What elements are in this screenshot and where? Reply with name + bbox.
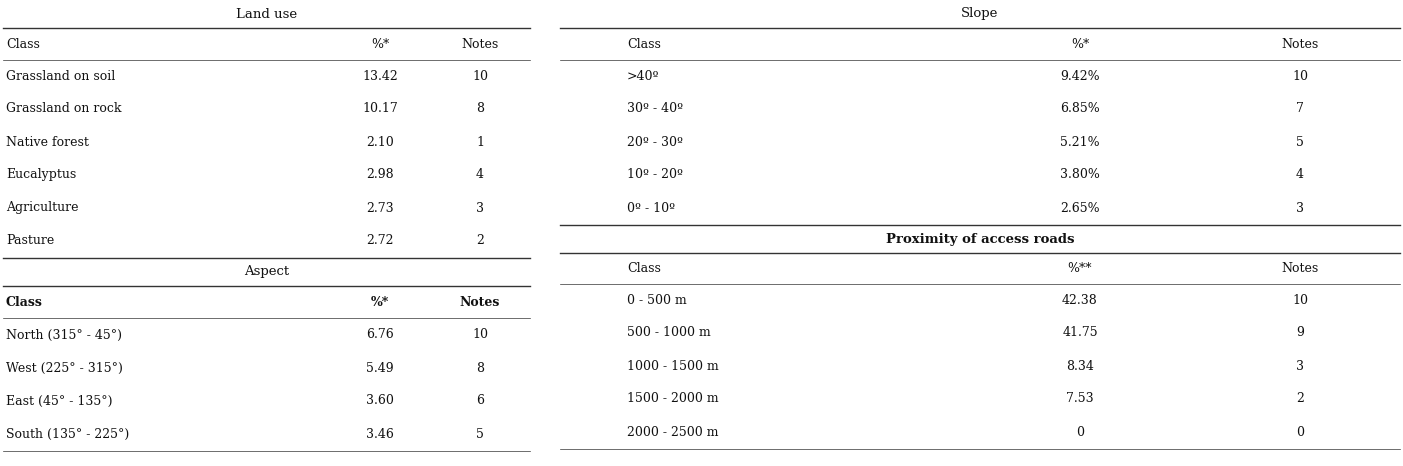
Text: 3: 3 [1296, 359, 1303, 372]
Text: 9: 9 [1296, 327, 1303, 340]
Text: 42.38: 42.38 [1062, 294, 1099, 307]
Text: 7: 7 [1296, 103, 1303, 116]
Text: 2.72: 2.72 [366, 234, 394, 247]
Text: 20º - 30º: 20º - 30º [627, 136, 683, 149]
Text: 3: 3 [1296, 201, 1303, 214]
Text: South (135° - 225°): South (135° - 225°) [6, 427, 129, 440]
Text: Notes: Notes [460, 295, 501, 308]
Text: Notes: Notes [1281, 37, 1319, 50]
Text: 1000 - 1500 m: 1000 - 1500 m [627, 359, 718, 372]
Text: West (225° - 315°): West (225° - 315°) [6, 362, 122, 375]
Text: Class: Class [627, 261, 661, 274]
Text: 10: 10 [471, 69, 488, 82]
Text: 10.17: 10.17 [362, 103, 398, 116]
Text: 2: 2 [476, 234, 484, 247]
Text: 8: 8 [476, 103, 484, 116]
Text: 0: 0 [1296, 425, 1303, 439]
Text: 6.85%: 6.85% [1061, 103, 1100, 116]
Text: 10: 10 [1292, 294, 1308, 307]
Text: 8: 8 [476, 362, 484, 375]
Text: 10º - 20º: 10º - 20º [627, 169, 683, 181]
Text: Aspect: Aspect [244, 266, 289, 279]
Text: 1500 - 2000 m: 1500 - 2000 m [627, 392, 718, 405]
Text: 4: 4 [476, 169, 484, 181]
Text: 10: 10 [1292, 69, 1308, 82]
Text: 2: 2 [1296, 392, 1303, 405]
Text: 13.42: 13.42 [362, 69, 398, 82]
Text: 1: 1 [476, 136, 484, 149]
Text: %*: %* [370, 295, 389, 308]
Text: 2.10: 2.10 [366, 136, 394, 149]
Text: %*: %* [370, 37, 389, 50]
Text: Native forest: Native forest [6, 136, 88, 149]
Text: 5: 5 [476, 427, 484, 440]
Text: 8.34: 8.34 [1066, 359, 1094, 372]
Text: 500 - 1000 m: 500 - 1000 m [627, 327, 711, 340]
Text: 0 - 500 m: 0 - 500 m [627, 294, 686, 307]
Text: 3: 3 [476, 201, 484, 214]
Text: 2.98: 2.98 [366, 169, 394, 181]
Text: 5.49: 5.49 [366, 362, 394, 375]
Text: 7.53: 7.53 [1066, 392, 1094, 405]
Text: 5: 5 [1296, 136, 1303, 149]
Text: 2.73: 2.73 [366, 201, 394, 214]
Text: %**: %** [1068, 261, 1093, 274]
Text: East (45° - 135°): East (45° - 135°) [6, 395, 112, 407]
Text: 0: 0 [1076, 425, 1085, 439]
Text: 41.75: 41.75 [1062, 327, 1097, 340]
Text: Proximity of access roads: Proximity of access roads [885, 233, 1075, 246]
Text: 30º - 40º: 30º - 40º [627, 103, 683, 116]
Text: 2.65%: 2.65% [1061, 201, 1100, 214]
Text: >40º: >40º [627, 69, 659, 82]
Text: %*: %* [1070, 37, 1089, 50]
Text: 4: 4 [1296, 169, 1303, 181]
Text: Land use: Land use [236, 7, 297, 21]
Text: 9.42%: 9.42% [1061, 69, 1100, 82]
Text: Pasture: Pasture [6, 234, 55, 247]
Text: Class: Class [6, 295, 42, 308]
Text: North (315° - 45°): North (315° - 45°) [6, 329, 122, 342]
Text: 3.60: 3.60 [366, 395, 394, 407]
Text: Class: Class [627, 37, 661, 50]
Text: Notes: Notes [462, 37, 498, 50]
Text: Eucalyptus: Eucalyptus [6, 169, 76, 181]
Text: Notes: Notes [1281, 261, 1319, 274]
Text: Grassland on rock: Grassland on rock [6, 103, 121, 116]
Text: Grassland on soil: Grassland on soil [6, 69, 115, 82]
Text: Slope: Slope [961, 7, 999, 21]
Text: 3.46: 3.46 [366, 427, 394, 440]
Text: 0º - 10º: 0º - 10º [627, 201, 675, 214]
Text: Agriculture: Agriculture [6, 201, 79, 214]
Text: 3.80%: 3.80% [1061, 169, 1100, 181]
Text: 2000 - 2500 m: 2000 - 2500 m [627, 425, 718, 439]
Text: 10: 10 [471, 329, 488, 342]
Text: 6.76: 6.76 [366, 329, 394, 342]
Text: 6: 6 [476, 395, 484, 407]
Text: 5.21%: 5.21% [1061, 136, 1100, 149]
Text: Class: Class [6, 37, 39, 50]
